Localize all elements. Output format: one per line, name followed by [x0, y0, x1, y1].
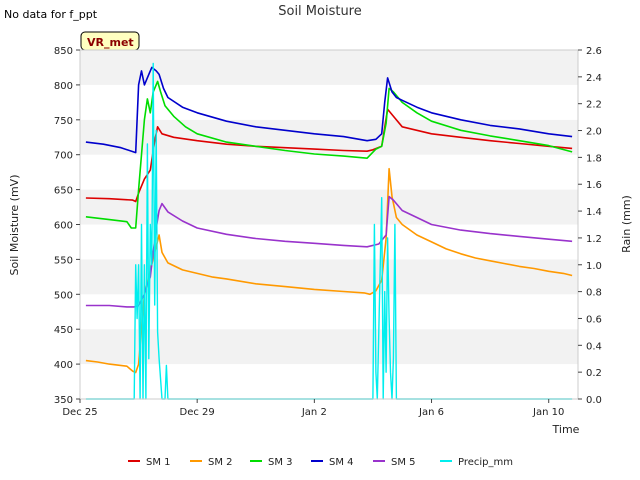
y2-tick-label-6: 1.2	[586, 234, 602, 245]
y-tick-label-1: 400	[54, 360, 73, 371]
legend-label-5: Precip_mm	[458, 457, 513, 468]
y-tick-label-7: 700	[54, 151, 73, 162]
axes-layer: 350 400 450 500 550 600 650 700 750 800 850 0.0 0.2 0…	[54, 46, 602, 418]
station-badge-label: VR_met	[87, 36, 134, 49]
y-tick-label-5: 600	[54, 221, 73, 232]
series-line-sm-5	[85, 195, 573, 308]
x-tick-label-0: Dec 25	[62, 407, 97, 418]
y-tick-label-2: 450	[54, 325, 73, 336]
y-tick-label-0: 350	[54, 395, 73, 406]
x-tick-label-1: Dec 29	[180, 407, 215, 418]
y-tick-label-3: 500	[54, 290, 73, 301]
y2-tick-label-11: 2.2	[586, 100, 602, 111]
series-line-sm-1	[85, 108, 573, 203]
band-2	[80, 294, 578, 330]
y-tick-label-6: 650	[54, 186, 73, 197]
band-0	[80, 364, 578, 399]
y2-tick-label-12: 2.4	[586, 73, 602, 84]
series-line-sm-3	[85, 80, 573, 229]
y2-tick-label-4: 0.8	[586, 288, 602, 299]
band-6	[80, 154, 578, 190]
station-badge: VR_met	[80, 31, 140, 51]
y-tick-label-9: 800	[54, 81, 73, 92]
y2-tick-label-1: 0.2	[586, 368, 602, 379]
y2-tick-label-13: 2.6	[586, 46, 602, 57]
series-line-sm-2	[85, 167, 573, 374]
legend-label-0: SM 1	[146, 457, 171, 468]
y2-tick-label-5: 1.0	[586, 261, 602, 272]
y2-tick-label-9: 1.8	[586, 153, 602, 164]
y-tick-label-10: 850	[54, 46, 73, 57]
y2-tick-label-8: 1.6	[586, 180, 602, 191]
legend: SM 1 SM 2 SM 3 SM 4 SM 5 Precip_mm	[128, 457, 513, 468]
chart-title: Soil Moisture	[278, 4, 362, 19]
plot-background-bands	[80, 50, 578, 399]
band-8	[80, 84, 578, 120]
legend-label-2: SM 3	[268, 457, 293, 468]
y2-tick-label-7: 1.4	[586, 207, 602, 218]
band-9	[80, 50, 578, 85]
y-tick-label-8: 750	[54, 116, 73, 127]
y2-tick-label-0: 0.0	[586, 395, 602, 406]
y-axis-label: Soil Moisture (mV)	[8, 175, 21, 276]
x-tick-label-3: Jan 6	[418, 407, 444, 418]
band-3	[80, 259, 578, 295]
y2-axis-label: Rain (mm)	[620, 195, 633, 253]
band-5	[80, 189, 578, 225]
no-data-note: No data for f_ppt	[4, 8, 98, 21]
legend-label-4: SM 5	[391, 457, 416, 468]
x-tick-label-2: Jan 2	[301, 407, 327, 418]
legend-label-1: SM 2	[208, 457, 233, 468]
band-1	[80, 329, 578, 365]
y-tick-label-4: 550	[54, 255, 73, 266]
legend-label-3: SM 4	[329, 457, 354, 468]
y2-tick-label-10: 2.0	[586, 127, 602, 138]
x-axis-label: Time	[552, 423, 580, 436]
y2-tick-label-3: 0.6	[586, 314, 602, 325]
series-line-sm-4	[85, 66, 573, 154]
x-tick-label-4: Jan 10	[532, 407, 564, 418]
series-layer	[85, 62, 573, 400]
y2-tick-label-2: 0.4	[586, 341, 602, 352]
